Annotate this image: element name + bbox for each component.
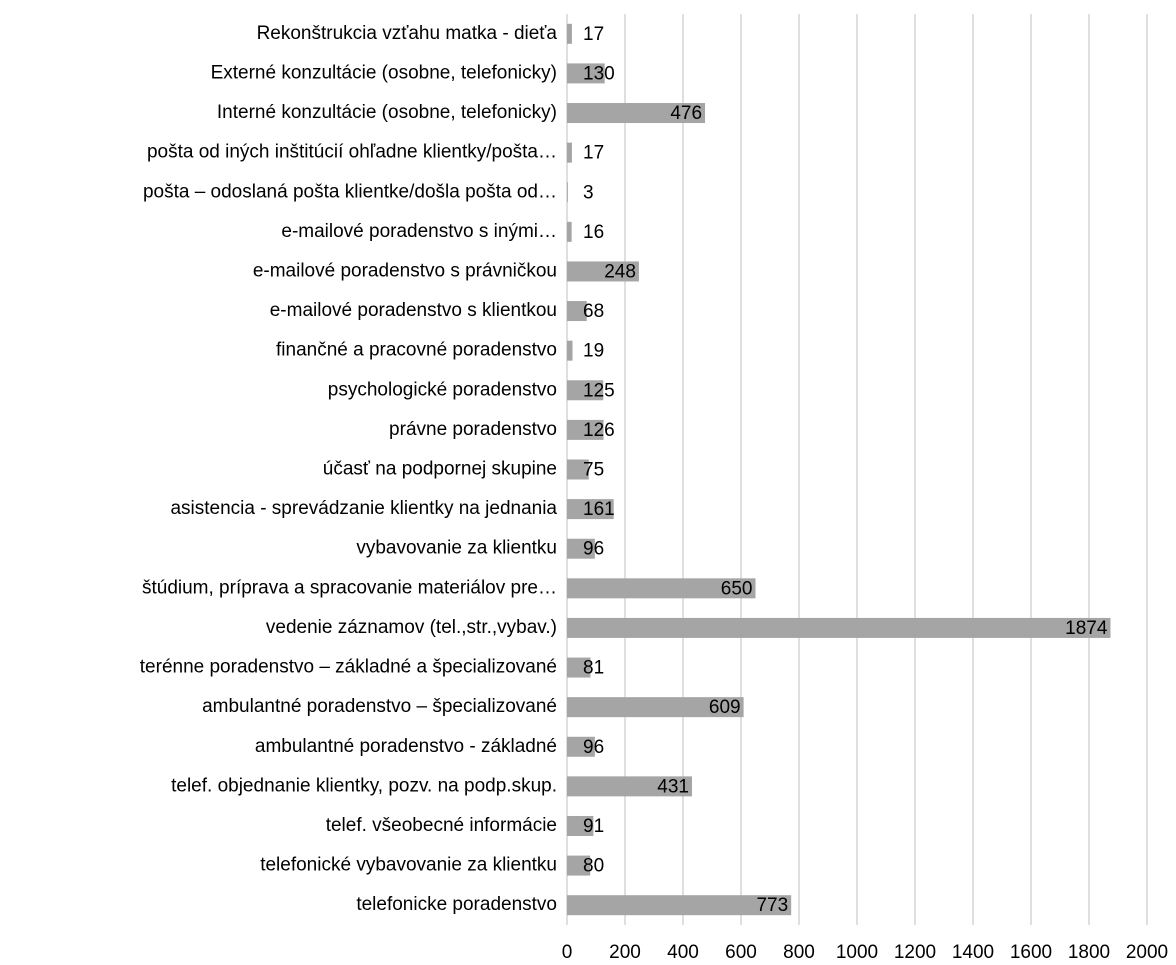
bar [567, 855, 591, 876]
y-tick-label: účasť na podpornej skupine [323, 459, 557, 480]
bar [567, 103, 706, 124]
x-tick-label: 1200 [894, 942, 936, 963]
bar [567, 221, 572, 242]
bar [567, 23, 572, 44]
y-tick-label: telefonicke poradenstvo [356, 894, 557, 915]
bar [567, 499, 614, 520]
data-label: 248 [604, 261, 636, 282]
y-tick-label: Rekonštrukcia vzťahu matka - dieťa [257, 23, 558, 44]
bar [567, 142, 572, 163]
x-tick-label: 1800 [1068, 942, 1110, 963]
y-tick-label: pošta od iných inštitúcií ohľadne klient… [147, 142, 557, 163]
bar [567, 538, 595, 559]
y-tick-label: ambulantné poradenstvo - základné [255, 736, 557, 757]
data-label: 125 [583, 380, 615, 401]
data-label: 80 [583, 856, 604, 877]
y-tick-label: ambulantné poradenstvo – špecializované [202, 696, 557, 717]
bar [567, 578, 756, 599]
y-tick-label: telefonické vybavovanie za klientku [260, 855, 557, 876]
data-label: 3 [583, 182, 594, 203]
y-tick-label: terénne poradenstvo – základné a špecial… [140, 657, 557, 678]
data-label: 19 [583, 341, 604, 362]
y-tick-label: Externé konzultácie (osobne, telefonicky… [211, 62, 557, 83]
bar [567, 459, 589, 480]
bar [567, 657, 591, 678]
data-label: 476 [670, 103, 702, 124]
x-tick-label: 0 [562, 942, 573, 963]
x-tick-label: 800 [783, 942, 815, 963]
y-tick-label: Interné konzultácie (osobne, telefonicky… [217, 102, 557, 123]
x-tick-label: 1000 [836, 942, 878, 963]
y-tick-label: asistencia - sprevádzanie klientky na je… [170, 498, 557, 519]
data-label: 17 [583, 24, 604, 45]
bar [567, 815, 594, 836]
y-tick-label: vybavovanie za klientku [356, 538, 557, 559]
data-label: 1874 [1065, 618, 1108, 639]
bar [567, 736, 595, 757]
data-label: 650 [721, 578, 753, 599]
y-tick-label: e-mailové poradenstvo s klientkou [270, 300, 557, 321]
y-tick-label: pošta – odoslaná pošta klientke/došla po… [143, 181, 557, 202]
bar [567, 697, 744, 718]
y-tick-label: finančné a pracovné poradenstvo [276, 340, 557, 361]
bar [567, 380, 604, 401]
data-label: 16 [583, 222, 604, 243]
x-tick-label: 400 [667, 942, 699, 963]
data-label: 431 [657, 776, 689, 797]
y-tick-label: právne poradenstvo [389, 419, 557, 440]
y-tick-label: vedenie záznamov (tel.,str.,vybav.) [266, 617, 557, 638]
x-tick-label: 2000 [1126, 942, 1168, 963]
data-label: 91 [583, 816, 604, 837]
x-tick-label: 200 [609, 942, 641, 963]
data-label: 96 [583, 737, 604, 758]
bar [567, 182, 568, 203]
y-tick-label: štúdium, príprava a spracovanie materiál… [142, 577, 557, 598]
y-tick-label: e-mailové poradenstvo s inými… [281, 221, 557, 242]
bar [567, 617, 1111, 638]
x-tick-label: 600 [725, 942, 757, 963]
data-label: 773 [756, 895, 788, 916]
data-label: 81 [583, 658, 604, 679]
y-tick-label: e-mailové poradenstvo s právničkou [253, 260, 557, 281]
data-label: 130 [583, 63, 615, 84]
bar [567, 776, 692, 797]
bar [567, 419, 604, 440]
bar [567, 261, 639, 282]
bar [567, 301, 587, 322]
bar [567, 63, 605, 84]
x-tick-label: 1400 [952, 942, 994, 963]
y-tick-label: telef. objednanie klientky, pozv. na pod… [171, 775, 557, 796]
bar [567, 340, 573, 361]
y-tick-label: psychologické poradenstvo [328, 379, 557, 400]
data-label: 75 [583, 460, 604, 481]
data-label: 17 [583, 143, 604, 164]
data-label: 161 [583, 499, 615, 520]
y-tick-label: telef. všeobecné informácie [326, 815, 557, 836]
data-label: 126 [583, 420, 615, 441]
bar [567, 895, 792, 916]
data-label: 96 [583, 539, 604, 560]
x-tick-label: 1600 [1010, 942, 1052, 963]
data-label: 68 [583, 301, 604, 322]
data-label: 609 [709, 697, 741, 718]
